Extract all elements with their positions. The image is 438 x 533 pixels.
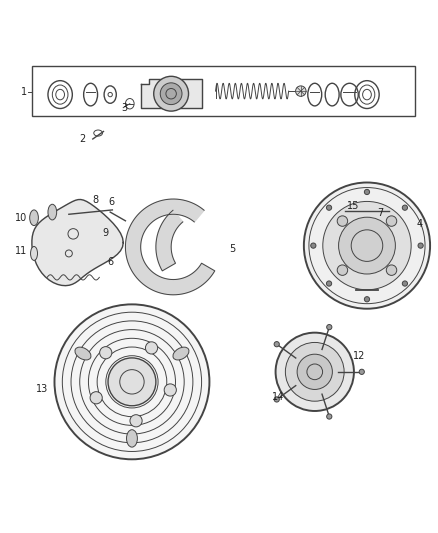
- Ellipse shape: [31, 246, 38, 261]
- Text: 12: 12: [353, 351, 366, 361]
- Ellipse shape: [154, 76, 188, 111]
- Polygon shape: [141, 79, 201, 108]
- Ellipse shape: [75, 347, 91, 360]
- Polygon shape: [32, 199, 123, 286]
- Circle shape: [386, 265, 397, 276]
- Circle shape: [311, 243, 316, 248]
- Circle shape: [297, 354, 332, 390]
- Text: 4: 4: [417, 219, 423, 229]
- Circle shape: [54, 304, 209, 459]
- Text: 15: 15: [347, 201, 359, 212]
- Circle shape: [164, 384, 177, 396]
- Ellipse shape: [127, 430, 138, 447]
- Text: 1: 1: [21, 87, 27, 98]
- Ellipse shape: [30, 210, 39, 225]
- Circle shape: [323, 201, 411, 290]
- Text: 14: 14: [272, 392, 284, 402]
- Circle shape: [274, 397, 279, 402]
- Text: 6: 6: [107, 257, 113, 267]
- Text: 13: 13: [36, 384, 48, 394]
- Circle shape: [286, 342, 344, 401]
- Circle shape: [339, 217, 396, 274]
- Circle shape: [327, 325, 332, 330]
- Ellipse shape: [296, 86, 306, 96]
- Circle shape: [274, 342, 279, 347]
- Text: 7: 7: [377, 208, 383, 219]
- Circle shape: [337, 265, 348, 276]
- Circle shape: [359, 369, 364, 375]
- Text: 11: 11: [15, 246, 27, 256]
- Text: 3: 3: [121, 103, 127, 112]
- Circle shape: [100, 346, 112, 359]
- Bar: [32, 66, 415, 116]
- Text: 8: 8: [92, 196, 98, 205]
- Circle shape: [418, 243, 423, 248]
- Circle shape: [402, 205, 407, 211]
- Circle shape: [326, 205, 332, 211]
- Circle shape: [337, 216, 348, 227]
- Circle shape: [145, 342, 158, 354]
- Text: 5: 5: [229, 244, 235, 254]
- Text: 9: 9: [102, 228, 108, 238]
- Circle shape: [326, 281, 332, 286]
- Circle shape: [90, 392, 102, 404]
- Text: 10: 10: [15, 213, 27, 223]
- Circle shape: [402, 281, 407, 286]
- Ellipse shape: [160, 83, 182, 104]
- Circle shape: [327, 414, 332, 419]
- Circle shape: [304, 182, 430, 309]
- Ellipse shape: [48, 204, 57, 220]
- Polygon shape: [156, 210, 183, 271]
- Circle shape: [108, 358, 156, 406]
- Polygon shape: [125, 199, 215, 295]
- Circle shape: [130, 415, 142, 427]
- Ellipse shape: [173, 347, 189, 360]
- Text: 2: 2: [79, 134, 85, 143]
- Circle shape: [364, 189, 370, 195]
- Text: 6: 6: [109, 197, 115, 207]
- Circle shape: [386, 216, 397, 227]
- Circle shape: [276, 333, 354, 411]
- Circle shape: [364, 297, 370, 302]
